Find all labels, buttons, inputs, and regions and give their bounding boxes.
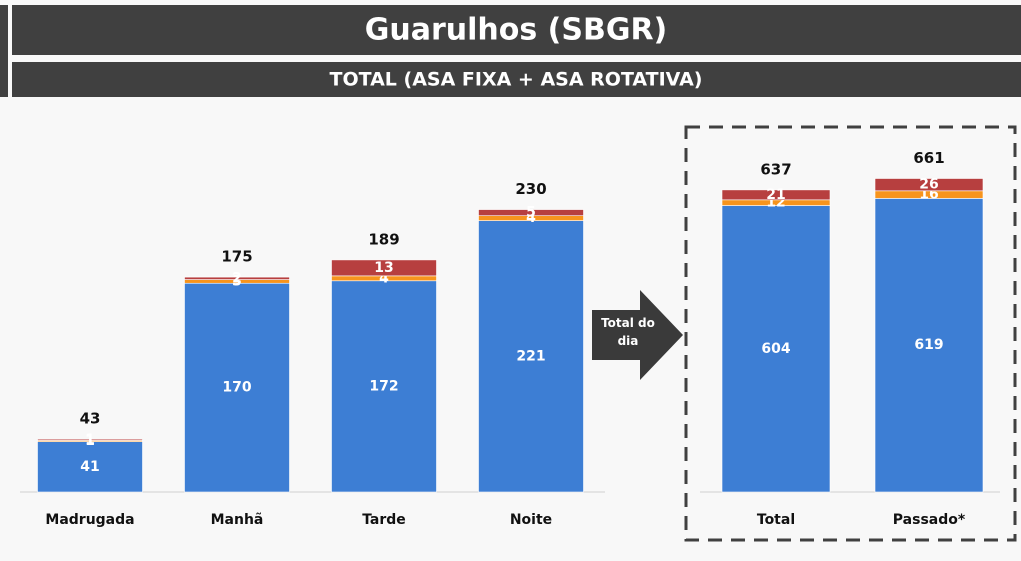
- bar-segment: [721, 189, 831, 201]
- segment-label: 41: [80, 459, 99, 475]
- segment-label: 170: [222, 380, 251, 396]
- arrow-label: Total do dia: [601, 316, 655, 348]
- bar-segment: [478, 209, 584, 216]
- x-tick-label: Passado*: [893, 512, 966, 528]
- segment-label: 4: [379, 270, 389, 286]
- bar-segment: [37, 441, 143, 493]
- segment-label: 1: [85, 432, 95, 448]
- bar-segment: [331, 280, 437, 493]
- bar-segment: [184, 282, 290, 493]
- total-label: 661: [913, 149, 944, 167]
- x-tick-label: Total: [757, 512, 795, 528]
- dashed-box: [684, 125, 1017, 542]
- total-label: 189: [368, 230, 399, 248]
- bar-segment: [184, 276, 290, 280]
- segment-label: 26: [919, 177, 938, 193]
- arrow-box: Total do dia: [601, 316, 655, 348]
- subtitle-bar: [12, 62, 1021, 97]
- segment-label: 619: [914, 337, 943, 353]
- segment-label: 21: [766, 187, 785, 203]
- total-label: 175: [221, 248, 252, 266]
- bar-segment: [331, 259, 437, 277]
- x-tick-label: Tarde: [362, 512, 406, 528]
- segment-label: 221: [516, 348, 545, 364]
- x-tick-label: Madrugada: [45, 512, 134, 528]
- total-label: 637: [760, 160, 791, 178]
- bar-segment: [874, 198, 984, 493]
- segment-label: 604: [761, 341, 790, 357]
- segment-label: 1: [85, 433, 95, 449]
- x-tick-label: Manhã: [211, 512, 264, 528]
- title-bar: [12, 5, 1021, 55]
- segment-label: 172: [369, 378, 398, 394]
- title: Guarulhos (SBGR): [365, 13, 668, 48]
- bar-segment: [478, 220, 584, 493]
- side-bar: [0, 5, 8, 97]
- bar-segment: [874, 178, 984, 192]
- arrow: [592, 290, 683, 380]
- x-tick-label: Noite: [510, 512, 552, 528]
- segment-label: 5: [526, 205, 536, 221]
- subtitle: TOTAL (ASA FIXA + ASA ROTATIVA): [329, 69, 702, 91]
- segment-label: 2: [232, 270, 242, 286]
- bar-segment: [721, 205, 831, 493]
- segment-label: 3: [232, 273, 242, 289]
- segment-label: 13: [374, 260, 393, 276]
- bar-segment: [37, 438, 143, 441]
- total-label: 230: [515, 180, 546, 198]
- segment-label: 4: [526, 210, 536, 226]
- total-label: 43: [80, 410, 101, 428]
